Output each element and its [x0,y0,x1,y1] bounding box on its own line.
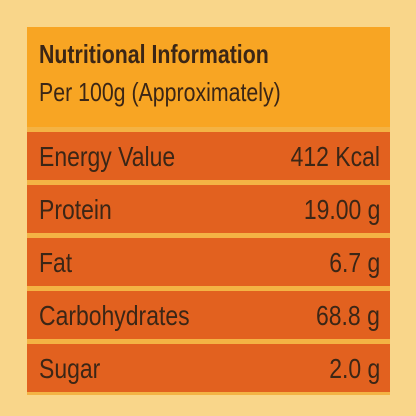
nutrient-name: Carbohydrates [39,300,190,331]
table-row: Protein 19.00 g [27,185,390,233]
nutrition-panel: Nutritional Information Per 100g (Approx… [27,27,390,395]
table-row: Carbohydrates 68.8 g [27,291,390,339]
nutrient-amount: 68.8 g [316,300,380,331]
table-row: Fat 6.7 g [27,238,390,286]
nutrient-name: Sugar [39,353,101,384]
nutrient-amount: 412 Kcal [290,141,380,172]
table-row: Sugar 2.0 g [27,344,390,392]
spacer [27,392,390,395]
nutrient-amount: 6.7 g [328,247,380,278]
nutrient-name: Protein [39,194,112,225]
header: Nutritional Information Per 100g (Approx… [27,27,390,127]
subtitle: Per 100g (Approximately) [39,77,281,107]
title: Nutritional Information [39,39,269,69]
nutrient-amount: 2.0 g [328,353,380,384]
nutrient-amount: 19.00 g [303,194,380,225]
rows: Energy Value 412 Kcal Protein 19.00 g Fat 6.7… [27,132,390,392]
nutrient-name: Fat [39,247,73,278]
table-row: Energy Value 412 Kcal [27,132,390,180]
nutrient-name: Energy Value [39,141,176,172]
